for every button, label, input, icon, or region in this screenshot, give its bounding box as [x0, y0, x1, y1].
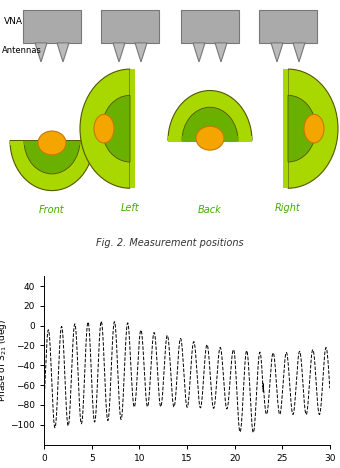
Wedge shape: [80, 69, 130, 188]
Ellipse shape: [304, 114, 324, 143]
Wedge shape: [102, 95, 130, 162]
Ellipse shape: [94, 114, 114, 143]
FancyBboxPatch shape: [101, 9, 159, 43]
Wedge shape: [288, 95, 316, 162]
Bar: [168, 136, 252, 142]
Text: Front: Front: [39, 205, 65, 215]
Ellipse shape: [38, 131, 66, 155]
Polygon shape: [113, 43, 125, 62]
Bar: [24, 140, 80, 146]
FancyBboxPatch shape: [23, 9, 81, 43]
FancyBboxPatch shape: [259, 9, 317, 43]
Polygon shape: [293, 43, 305, 62]
Text: Left: Left: [121, 203, 139, 212]
Polygon shape: [35, 43, 47, 62]
Text: Right: Right: [275, 203, 301, 212]
Wedge shape: [168, 90, 252, 140]
Bar: [182, 136, 238, 142]
Polygon shape: [193, 43, 205, 62]
Text: Back: Back: [198, 205, 222, 215]
Wedge shape: [288, 69, 338, 188]
Wedge shape: [182, 107, 238, 140]
Bar: [10, 140, 94, 146]
Text: Antennas: Antennas: [2, 45, 42, 55]
Y-axis label: Phase of S$_{21}$ (deg): Phase of S$_{21}$ (deg): [0, 319, 9, 402]
Wedge shape: [10, 140, 94, 190]
Polygon shape: [57, 43, 69, 62]
Polygon shape: [135, 43, 147, 62]
FancyBboxPatch shape: [181, 9, 239, 43]
Polygon shape: [215, 43, 227, 62]
Ellipse shape: [196, 126, 224, 150]
Wedge shape: [24, 140, 80, 174]
Text: VNA: VNA: [4, 17, 23, 26]
Polygon shape: [271, 43, 283, 62]
Text: Fig. 2. Measurement positions: Fig. 2. Measurement positions: [96, 238, 244, 248]
Bar: [130, 69, 135, 188]
Bar: [283, 69, 288, 188]
